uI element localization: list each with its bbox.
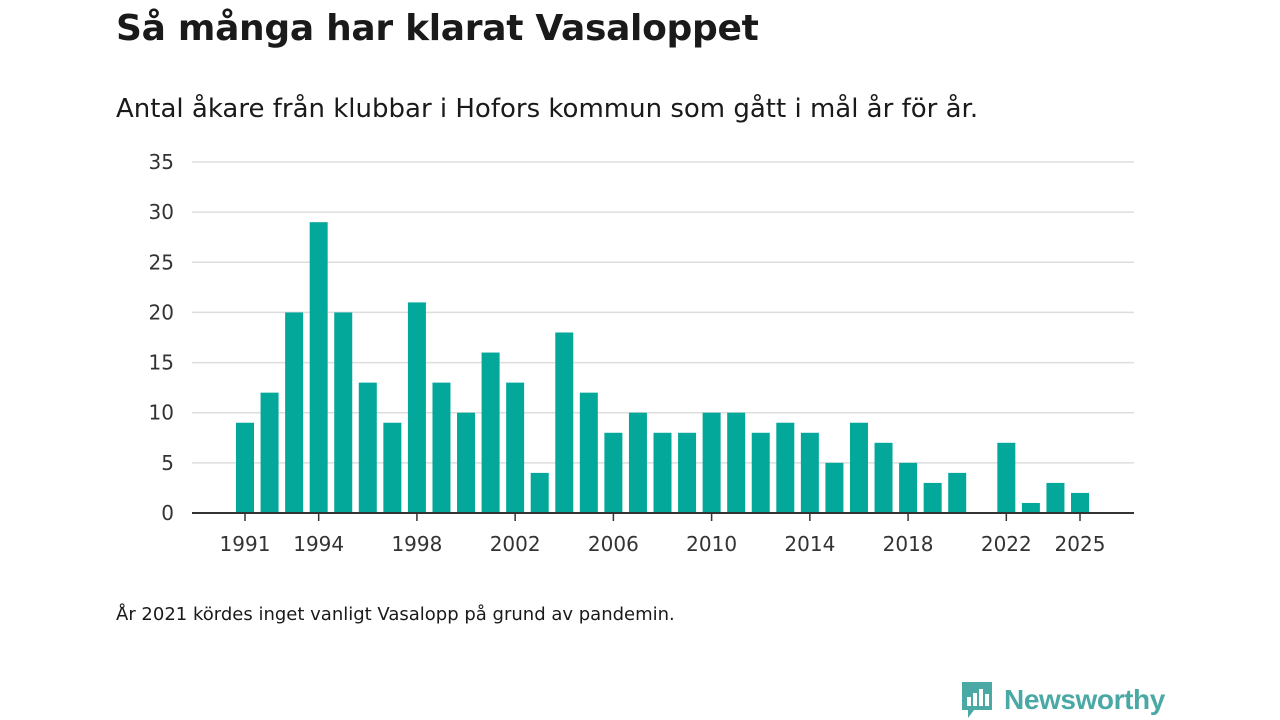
y-tick-label: 0 [161,501,174,525]
bar-1993 [285,312,304,513]
y-tick-label: 30 [149,200,174,224]
bar-1999 [432,382,451,513]
bar-2001 [481,352,500,513]
bar-1996 [358,382,377,513]
bar-1997 [383,422,402,513]
bar-2003 [530,472,549,513]
bars [236,222,1089,513]
bar-2024 [1046,482,1065,513]
bar-2016 [849,422,868,513]
bar-2017 [874,442,893,513]
bar-2025 [1071,492,1089,513]
x-tick-label: 2025 [1055,532,1106,556]
bar-1995 [334,312,353,513]
x-tick-label: 2010 [686,532,737,556]
y-tick-label: 15 [149,351,174,375]
y-tick-label: 25 [149,250,174,274]
bar-2002 [506,382,525,513]
bar-1991 [236,422,254,513]
x-tick-label: 1998 [391,532,442,556]
bar-2022 [997,442,1016,513]
brand-name: Newsworthy [1004,684,1165,715]
bar-2006 [604,432,623,513]
bar-2010 [702,412,721,513]
x-tick-label: 2022 [981,532,1032,556]
bar-2009 [678,432,697,513]
newsworthy-logo-icon [962,682,992,718]
y-tick-label: 5 [161,451,174,475]
bar-2013 [776,422,795,513]
y-tick-label: 20 [149,300,174,324]
bar-2011 [727,412,746,513]
bar-2018 [899,462,918,513]
x-tick-label: 1994 [293,532,344,556]
bar-2023 [1021,502,1040,513]
bar-2014 [800,432,819,513]
footnote: År 2021 kördes inget vanligt Vasalopp på… [116,604,675,625]
bar-2007 [628,412,647,513]
axes: 1991 1994 1998 2002 2006 2010 2014 2018 2022 2025 [192,512,1134,556]
chart-subtitle: Antal åkare från klubbar i Hofors kommun… [116,94,979,124]
bar-2005 [579,392,598,513]
bar-1992 [260,392,279,513]
bar-2012 [751,432,770,513]
x-tick-label: 2006 [588,532,639,556]
bar-2004 [555,332,574,513]
x-tick-label: 2018 [883,532,934,556]
grid-lines: 0 5 10 15 20 25 30 35 [149,150,1134,525]
x-tick-label: 2002 [490,532,541,556]
x-tick-label: 2014 [784,532,835,556]
x-tick-label: 1991 [220,532,271,556]
bar-2008 [653,432,672,513]
chart-title: Så många har klarat Vasaloppet [116,8,759,49]
bar-2000 [457,412,476,513]
bar-2015 [825,462,844,513]
bar-2020 [948,472,967,513]
bar-2019 [923,482,942,513]
y-tick-label: 35 [149,150,174,174]
bar-1998 [407,302,426,513]
brand-logo[interactable]: Newsworthy [960,680,1165,720]
bar-1994 [309,222,328,513]
y-tick-label: 10 [149,401,174,425]
